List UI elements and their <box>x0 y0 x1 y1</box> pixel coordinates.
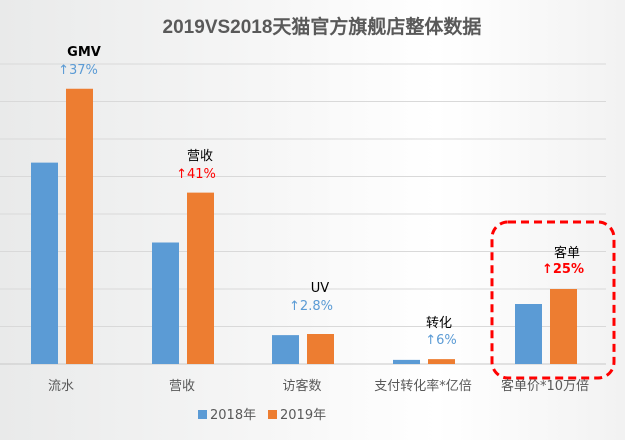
annotation-label: 转化 <box>426 316 452 331</box>
legend-swatch-2019 <box>268 410 277 419</box>
annotation-label: GMV <box>67 45 101 60</box>
bar-2018 <box>152 242 179 364</box>
x-tick-label: 流水 <box>48 379 74 394</box>
gridlines <box>0 63 606 365</box>
x-tick-label: 营收 <box>169 379 195 394</box>
bars <box>31 88 616 380</box>
legend-label: 2018年 <box>210 408 256 423</box>
bar-2018 <box>393 359 420 364</box>
bar-2018 <box>31 162 58 364</box>
chart-title: 2019VS2018天猫官方旗舰店整体数据 <box>163 15 482 38</box>
x-tick-label: 客单价*10万倍 <box>501 378 589 394</box>
bar-2018 <box>272 335 299 364</box>
legend-label: 2019年 <box>280 408 326 423</box>
highlight-box <box>490 220 616 380</box>
annotation-change: ↑25% <box>542 262 584 277</box>
annotation-label: 营收 <box>187 149 213 164</box>
x-tick-label: 访客数 <box>282 378 321 394</box>
legend: 2018年 2019年 <box>198 408 326 423</box>
bar-2019 <box>307 334 334 364</box>
x-axis-labels: 流水 营收 访客数 支付转化率*亿倍 客单价*10万倍 <box>48 378 589 394</box>
x-tick-label: 支付转化率*亿倍 <box>374 378 472 394</box>
annotation-change: ↑2.8% <box>289 299 333 314</box>
annotation-change: ↑37% <box>58 63 98 78</box>
annotation-change: ↑6% <box>425 333 457 348</box>
bar-2019 <box>428 359 455 364</box>
bar-2018 <box>515 304 542 364</box>
bar-2019 <box>66 88 93 364</box>
annotation-label: UV <box>311 281 330 296</box>
annotation-label: 客单 <box>554 245 580 261</box>
bar-2019 <box>187 192 214 364</box>
annotation-change: ↑41% <box>176 167 216 182</box>
annotations: GMV ↑37% 营收 ↑41% UV ↑2.8% 转化 ↑6% 客单↑25% <box>58 45 584 348</box>
bar-2019 <box>550 289 577 364</box>
legend-swatch-2018 <box>198 410 207 419</box>
